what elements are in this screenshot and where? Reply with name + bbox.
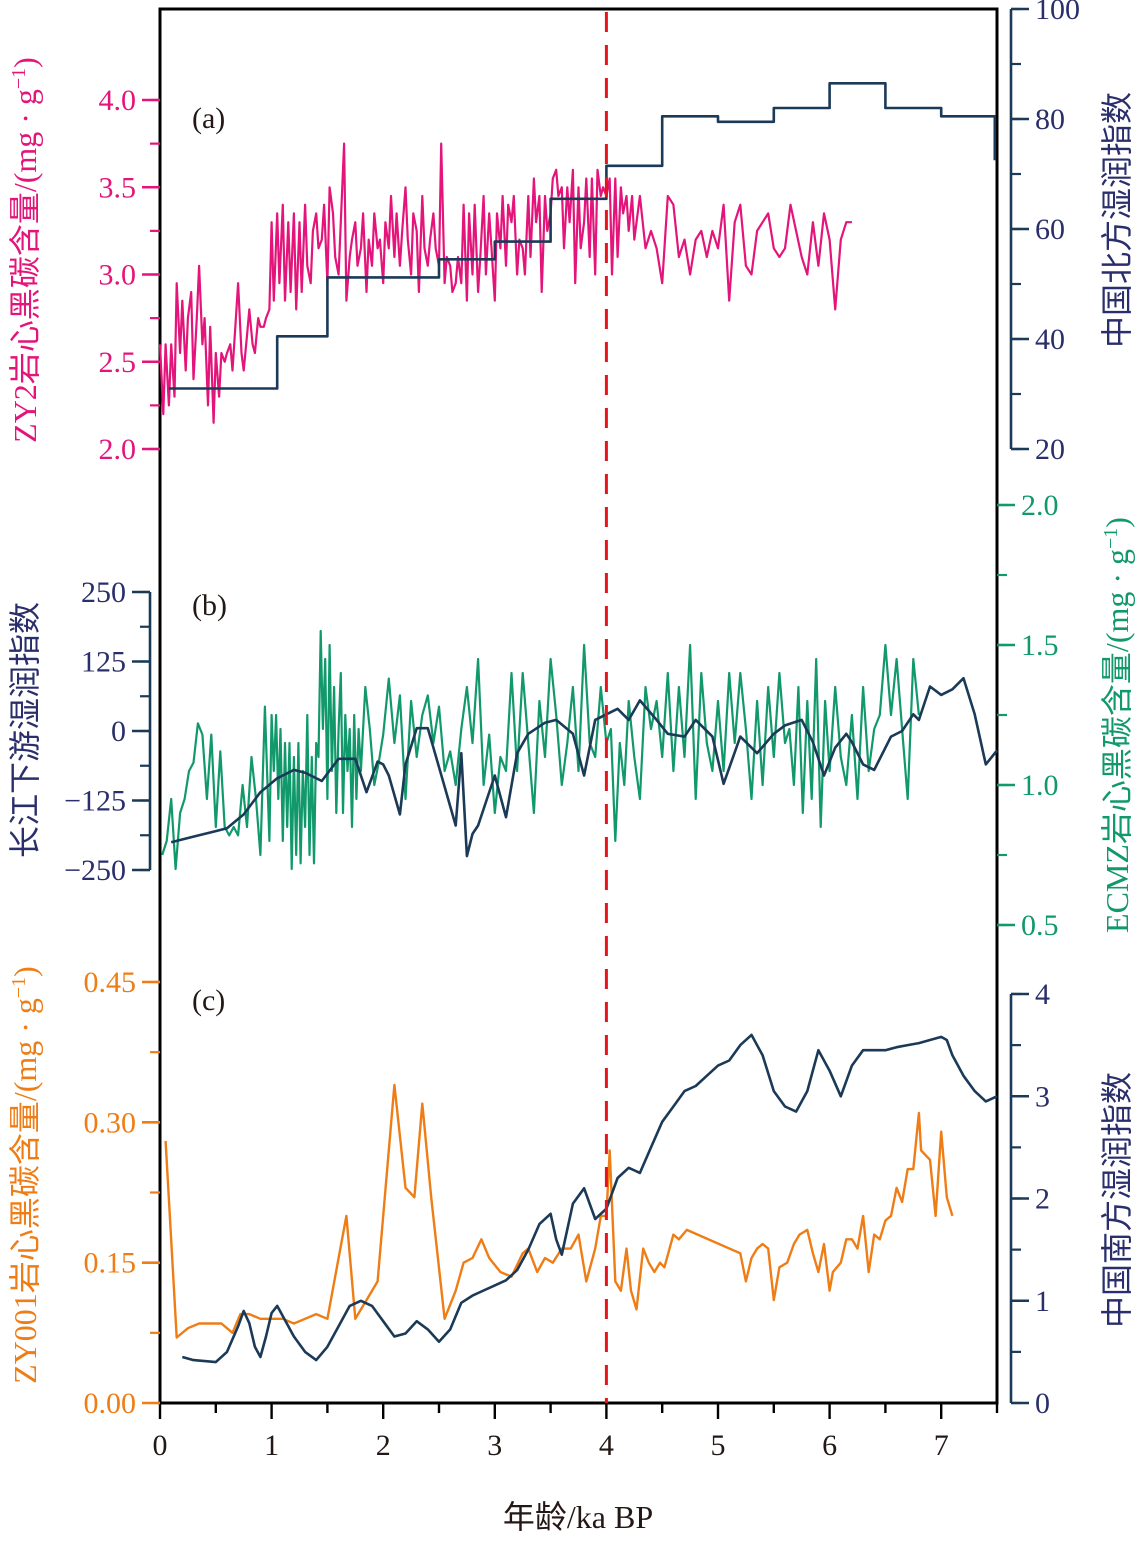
x-axis-title: 年龄/ka BP — [503, 1499, 653, 1535]
axis-title-south: 中国南方湿润指数 — [1099, 1072, 1135, 1328]
x-tick-label: 0 — [153, 1429, 168, 1462]
axis-title-ecmz-sup: −1 — [1100, 528, 1122, 549]
yangtze-axis-tick-label: −250 — [64, 854, 126, 887]
north-china-humidity-line — [168, 82, 997, 390]
yangtze-axis-tick-label: 250 — [81, 576, 126, 609]
south-axis-tick-label: 1 — [1035, 1285, 1050, 1318]
axis-title-north: 中国北方湿润指数 — [1099, 92, 1135, 348]
plot-border — [158, 7, 999, 1405]
panel-label-a: (a) — [192, 102, 225, 135]
axis-title-ecmz: ECMZ岩心黑碳含量/(mg · g−1) — [1099, 517, 1135, 933]
panel-label-c: (c) — [192, 984, 225, 1017]
south-axis-tick-label: 4 — [1035, 978, 1050, 1011]
ecmz-axis-tick-label: 1.5 — [1021, 629, 1059, 662]
zy2-axis-tick-label: 3.0 — [99, 259, 137, 292]
zy001-black-carbon-line — [164, 1083, 954, 1339]
north-axis-tick-label: 100 — [1035, 0, 1080, 26]
plot-frame — [158, 7, 999, 1405]
north-axis-tick-label: 20 — [1035, 433, 1065, 466]
axis-title-zy2: ZY2岩心黑碳含量/(mg · g−1) — [7, 57, 43, 443]
zy2-axis-tick-label: 2.5 — [99, 346, 137, 379]
south-axis-tick-label: 2 — [1035, 1183, 1050, 1216]
north-axis-tick-label: 80 — [1035, 103, 1065, 136]
series-layer — [158, 82, 999, 1364]
x-tick-label: 6 — [822, 1429, 837, 1462]
south-china-humidity-line — [181, 1033, 998, 1364]
zy001-axis-tick-label: 0.30 — [84, 1106, 137, 1139]
yangtze-humidity-line — [170, 676, 999, 858]
zy2-axis-tick-label: 2.0 — [99, 433, 137, 466]
zy2-black-carbon-line — [158, 142, 852, 424]
yangtze-axis-tick-label: 0 — [111, 715, 126, 748]
north-axis-tick-label: 60 — [1035, 213, 1065, 246]
zy001-axis-tick-label: 0.45 — [84, 966, 137, 999]
zy2-axis-tick-label: 3.5 — [99, 171, 137, 204]
yangtze-axis-tick-label: −125 — [64, 785, 126, 818]
ecmz-axis-tick-label: 1.0 — [1021, 769, 1059, 802]
axis-layer: 0 1 2 3 4 5 6 72.02.53.03.54.020406080100250125… — [64, 0, 1080, 1462]
axis-title-ecmz-main: ECMZ岩心黑碳含量/(mg · g — [1099, 549, 1135, 933]
north-axis-tick-label: 40 — [1035, 323, 1065, 356]
axis-title-zy2-main: ZY2岩心黑碳含量/(mg · g — [7, 89, 43, 443]
zy001-axis-tick-label: 0.15 — [84, 1247, 137, 1280]
ecmz-axis-tick-label: 2.0 — [1021, 489, 1059, 522]
axis-title-zy001-close: ) — [7, 966, 43, 977]
x-tick-label: 2 — [376, 1429, 391, 1462]
axis-title-zy001-main: ZY001岩心黑碳含量/(mg · g — [7, 998, 43, 1384]
x-tick-label: 7 — [934, 1429, 949, 1462]
south-axis-tick-label: 0 — [1035, 1387, 1050, 1420]
panel-label-b: (b) — [192, 589, 227, 622]
zy2-axis-tick-label: 4.0 — [99, 84, 137, 117]
x-tick-label: 4 — [599, 1429, 614, 1462]
axis-title-zy001: ZY001岩心黑碳含量/(mg · g−1) — [7, 966, 43, 1384]
x-tick-label: 5 — [711, 1429, 726, 1462]
yangtze-axis-tick-label: 125 — [81, 646, 126, 679]
axis-title-zy2-close: ) — [7, 57, 43, 68]
axis-title-yangtze: 长江下游湿润指数 — [7, 602, 43, 858]
axis-title-ecmz-close: ) — [1099, 517, 1135, 528]
x-tick-label: 1 — [264, 1429, 279, 1462]
zy001-axis-tick-label: 0.00 — [84, 1387, 137, 1420]
ecmz-axis-tick-label: 0.5 — [1021, 909, 1059, 942]
axis-title-zy001-sup: −1 — [8, 977, 30, 998]
south-axis-tick-label: 3 — [1035, 1080, 1050, 1113]
axis-title-zy2-sup: −1 — [8, 68, 30, 89]
x-tick-label: 3 — [487, 1429, 502, 1462]
ecmz-black-carbon-line — [161, 629, 920, 871]
